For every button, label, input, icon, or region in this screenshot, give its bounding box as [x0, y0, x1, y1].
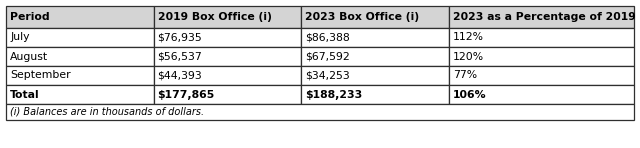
Text: $44,393: $44,393: [157, 70, 202, 81]
Bar: [154, 66, 301, 85]
Bar: [301, 85, 449, 104]
Text: 2019 Box Office (i): 2019 Box Office (i): [157, 12, 271, 22]
Text: $188,233: $188,233: [305, 90, 362, 99]
Text: $76,935: $76,935: [157, 33, 202, 42]
Bar: [154, 47, 301, 66]
Text: $67,592: $67,592: [305, 52, 350, 62]
Bar: [449, 85, 634, 104]
Bar: [6, 104, 634, 120]
Text: 2023 Box Office (i): 2023 Box Office (i): [305, 12, 419, 22]
Text: Period: Period: [10, 12, 50, 22]
Bar: [6, 6, 154, 28]
Bar: [301, 47, 449, 66]
Text: $56,537: $56,537: [157, 52, 202, 62]
Bar: [449, 66, 634, 85]
Bar: [154, 6, 301, 28]
Text: September: September: [10, 70, 70, 81]
Text: 2023 as a Percentage of 2019: 2023 as a Percentage of 2019: [452, 12, 636, 22]
Text: 106%: 106%: [452, 90, 486, 99]
Text: 77%: 77%: [452, 70, 477, 81]
Text: (i) Balances are in thousands of dollars.: (i) Balances are in thousands of dollars…: [10, 107, 204, 117]
Bar: [449, 6, 634, 28]
Bar: [301, 66, 449, 85]
Bar: [154, 85, 301, 104]
Bar: [301, 6, 449, 28]
Text: August: August: [10, 52, 48, 62]
Bar: [154, 28, 301, 47]
Text: $86,388: $86,388: [305, 33, 350, 42]
Text: July: July: [10, 33, 29, 42]
Text: 120%: 120%: [452, 52, 484, 62]
Bar: [6, 66, 154, 85]
Bar: [449, 47, 634, 66]
Text: Total: Total: [10, 90, 40, 99]
Text: $34,253: $34,253: [305, 70, 350, 81]
Bar: [449, 28, 634, 47]
Text: $177,865: $177,865: [157, 90, 215, 99]
Text: 112%: 112%: [452, 33, 484, 42]
Bar: [6, 28, 154, 47]
Bar: [301, 28, 449, 47]
Bar: [6, 85, 154, 104]
Bar: [6, 47, 154, 66]
